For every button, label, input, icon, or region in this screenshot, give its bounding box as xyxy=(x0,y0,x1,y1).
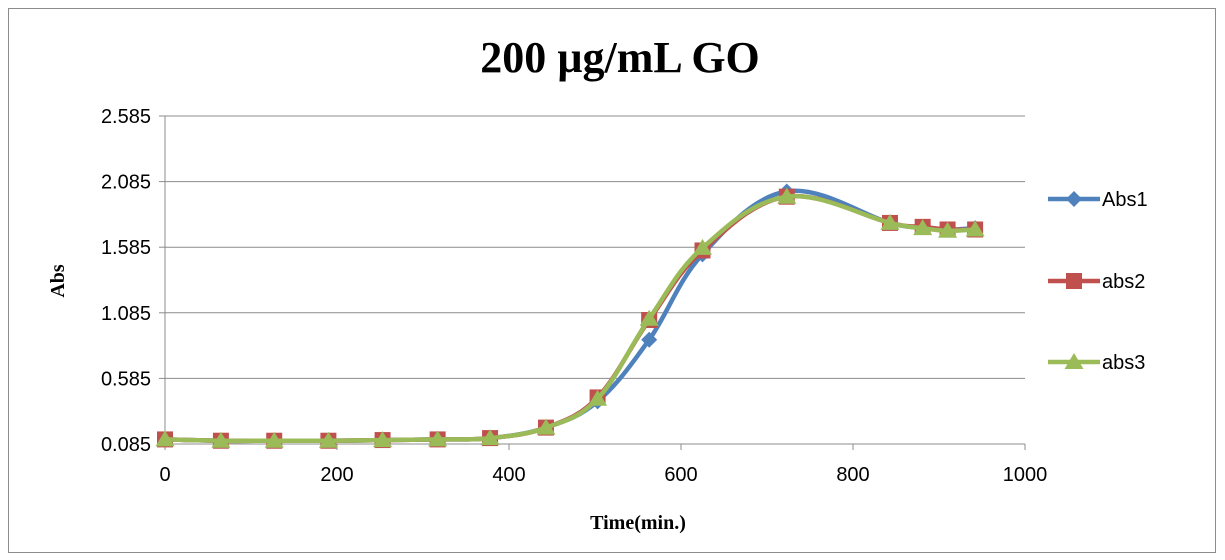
x-axis-title: Time(min.) xyxy=(590,512,686,534)
data-point xyxy=(264,431,284,448)
series-abs3 xyxy=(155,187,985,448)
x-tick-label: 800 xyxy=(836,464,869,486)
y-tick-label: 0.085 xyxy=(101,434,151,456)
series-abs2 xyxy=(157,188,984,449)
legend-item: Abs1 xyxy=(1048,189,1148,211)
data-point xyxy=(155,430,175,447)
legend-item: abs2 xyxy=(1048,271,1145,293)
x-tick-label: 200 xyxy=(320,464,353,486)
data-point xyxy=(428,430,448,447)
data-point xyxy=(536,418,556,435)
series-line xyxy=(162,188,978,444)
y-tick-label: 0.585 xyxy=(101,368,151,390)
y-axis-title: Abs xyxy=(47,264,69,298)
x-tick-label: 0 xyxy=(159,464,170,486)
data-point xyxy=(588,389,608,406)
data-point xyxy=(693,238,712,255)
data-point xyxy=(777,187,797,204)
legend-label: abs2 xyxy=(1102,271,1145,293)
series-line xyxy=(162,193,978,444)
y-tick-label: 2.585 xyxy=(101,106,151,128)
data-point xyxy=(480,429,500,446)
data-point xyxy=(639,309,659,326)
data-point xyxy=(641,331,658,348)
chart-area xyxy=(8,8,1216,553)
x-tick-label: 600 xyxy=(664,464,697,486)
legend-marker xyxy=(1066,191,1082,207)
x-tick-label: 400 xyxy=(492,464,525,486)
series-Abs1 xyxy=(157,183,984,449)
x-tick-label: 1000 xyxy=(1003,464,1048,486)
data-point xyxy=(913,219,933,236)
series-line xyxy=(162,193,978,444)
data-point xyxy=(373,431,393,448)
y-tick-label: 2.085 xyxy=(101,172,151,194)
data-point xyxy=(211,431,231,448)
data-point xyxy=(938,221,958,238)
legend-label: Abs1 xyxy=(1102,189,1148,211)
legend-marker xyxy=(1066,273,1082,289)
data-point xyxy=(880,213,900,230)
legend-marker xyxy=(1064,353,1084,369)
legend-label: abs3 xyxy=(1102,352,1145,374)
data-point xyxy=(318,431,338,448)
y-tick-label: 1.585 xyxy=(101,237,151,259)
chart-title: 200 µg/mL GO xyxy=(480,33,760,82)
y-tick-label: 1.085 xyxy=(101,303,151,325)
legend-item: abs3 xyxy=(1048,352,1145,374)
data-point xyxy=(965,220,985,237)
